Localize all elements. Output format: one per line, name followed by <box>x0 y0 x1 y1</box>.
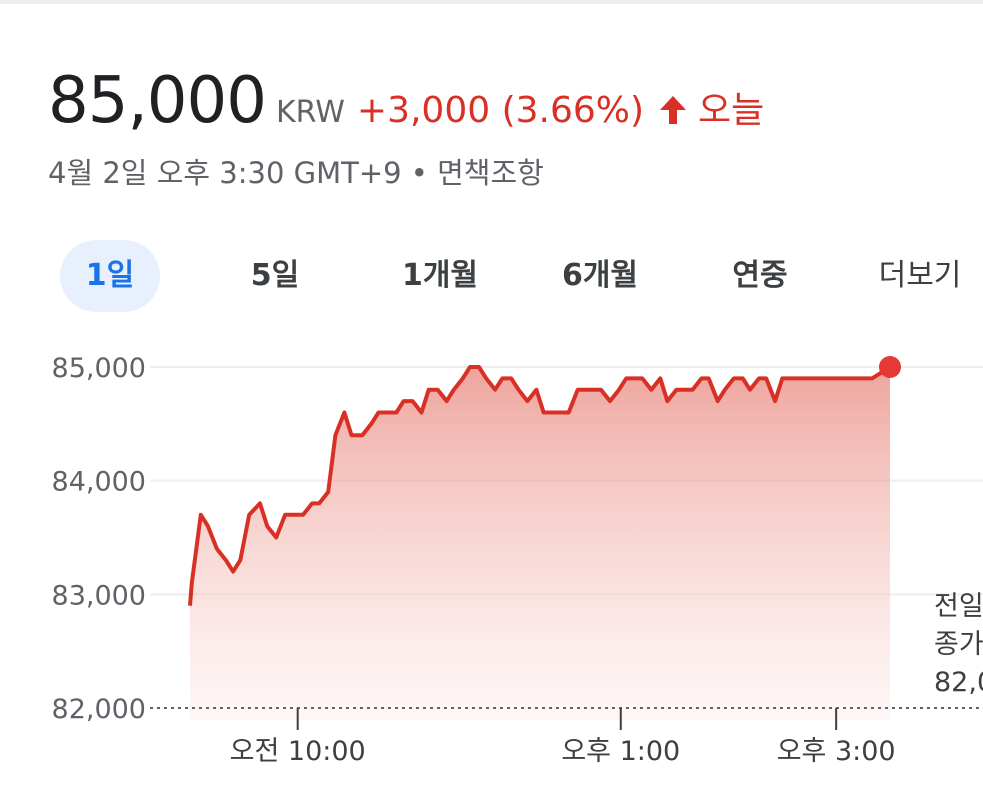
price-chart[interactable]: 82,000 83,000 84,000 85,000 오전 10:00 오후 1:00… <box>0 320 983 789</box>
previous-close-label-line1: 전일 <box>934 591 983 622</box>
previous-close-label: 전일 종가 82,0 <box>934 588 983 702</box>
arrow-up-icon <box>658 95 688 125</box>
change-period: 오늘 <box>698 90 765 131</box>
price-change: +3,000 (3.66%) <box>356 90 645 131</box>
tab-more[interactable]: 더보기 <box>878 258 962 293</box>
previous-close-label-line2: 종가 <box>934 629 983 660</box>
price-line <box>188 365 892 606</box>
range-tabs: 1일 5일 1개월 6개월 연중 더보기 <box>0 240 983 312</box>
x-tick-label: 오전 10:00 <box>230 736 366 767</box>
quote-header: 85,000 KRW +3,000 (3.66%) 오늘 <box>48 64 764 138</box>
tab-1-month[interactable]: 1개월 <box>401 258 479 293</box>
price-area <box>190 367 890 720</box>
y-tick-label: 83,000 <box>52 580 146 611</box>
y-tick-label: 82,000 <box>52 694 146 725</box>
previous-close-value: 82,0 <box>934 667 983 698</box>
tab-6-months[interactable]: 6개월 <box>561 258 639 293</box>
tab-1-day[interactable]: 1일 <box>60 240 160 312</box>
tab-ytd[interactable]: 연중 <box>732 258 788 293</box>
last-price-dot <box>879 356 901 378</box>
y-tick-label: 85,000 <box>52 353 146 384</box>
top-divider <box>0 0 983 4</box>
currency-code: KRW <box>275 95 345 130</box>
current-price: 85,000 <box>48 64 267 138</box>
tab-5-days[interactable]: 5일 <box>250 258 300 293</box>
x-tick-label: 오후 1:00 <box>561 736 680 767</box>
quote-timestamp[interactable]: 4월 2일 오후 3:30 GMT+9 • 면책조항 <box>48 156 544 190</box>
x-tick-label: 오후 3:00 <box>777 736 896 767</box>
y-tick-label: 84,000 <box>52 467 146 498</box>
